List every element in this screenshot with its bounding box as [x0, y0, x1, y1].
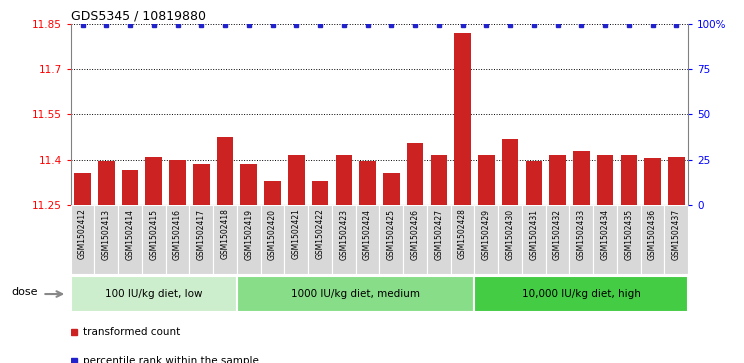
Bar	[98, 161, 115, 205]
Bar	[74, 173, 91, 205]
Text: GSM1502419: GSM1502419	[244, 208, 253, 260]
Bar	[359, 161, 376, 205]
Bar	[94, 205, 118, 274]
Bar	[284, 205, 308, 274]
Text: GSM1502421: GSM1502421	[292, 208, 301, 260]
Bar	[288, 155, 304, 205]
Bar	[427, 205, 451, 274]
Bar	[668, 157, 684, 205]
Bar	[237, 276, 475, 312]
Bar	[478, 155, 495, 205]
Bar	[260, 205, 284, 274]
Bar	[264, 181, 281, 205]
Text: GSM1502420: GSM1502420	[268, 208, 277, 260]
Text: GSM1502432: GSM1502432	[553, 208, 562, 260]
Text: GSM1502427: GSM1502427	[434, 208, 443, 260]
Bar	[169, 160, 186, 205]
Bar	[193, 164, 210, 205]
Text: 1000 IU/kg diet, medium: 1000 IU/kg diet, medium	[291, 289, 420, 299]
Text: GSM1502412: GSM1502412	[78, 208, 87, 260]
Bar	[142, 205, 166, 274]
Text: GSM1502435: GSM1502435	[624, 208, 633, 260]
Text: dose: dose	[11, 287, 38, 297]
Text: GSM1502413: GSM1502413	[102, 208, 111, 260]
Bar	[190, 205, 214, 274]
Text: GSM1502414: GSM1502414	[126, 208, 135, 260]
Bar	[217, 137, 234, 205]
Bar	[336, 155, 352, 205]
Text: GSM1502417: GSM1502417	[197, 208, 206, 260]
Text: GSM1502424: GSM1502424	[363, 208, 372, 260]
Text: GSM1502416: GSM1502416	[173, 208, 182, 260]
Text: GSM1502430: GSM1502430	[506, 208, 515, 260]
Text: GSM1502433: GSM1502433	[577, 208, 586, 260]
Bar	[431, 155, 447, 205]
Bar	[407, 143, 423, 205]
Bar	[237, 205, 260, 274]
Bar	[597, 155, 613, 205]
Bar	[166, 205, 190, 274]
Text: GSM1502434: GSM1502434	[600, 208, 609, 260]
Bar	[545, 205, 569, 274]
Bar	[451, 205, 475, 274]
Bar	[122, 170, 138, 205]
Bar	[664, 205, 688, 274]
Bar	[379, 205, 403, 274]
Bar	[620, 155, 637, 205]
Bar	[617, 205, 641, 274]
Bar	[549, 155, 566, 205]
Text: GDS5345 / 10819880: GDS5345 / 10819880	[71, 9, 205, 23]
Text: GSM1502426: GSM1502426	[411, 208, 420, 260]
Bar	[71, 205, 94, 274]
Text: 10,000 IU/kg diet, high: 10,000 IU/kg diet, high	[522, 289, 641, 299]
Text: GSM1502429: GSM1502429	[482, 208, 491, 260]
Bar	[240, 164, 257, 205]
Bar	[501, 139, 519, 205]
Bar	[383, 173, 400, 205]
Bar	[455, 33, 471, 205]
Bar	[356, 205, 379, 274]
Text: percentile rank within the sample: percentile rank within the sample	[83, 356, 259, 363]
Text: transformed count: transformed count	[83, 327, 180, 337]
Bar	[498, 205, 522, 274]
Bar	[118, 205, 142, 274]
Text: GSM1502425: GSM1502425	[387, 208, 396, 260]
Text: 100 IU/kg diet, low: 100 IU/kg diet, low	[105, 289, 202, 299]
Bar	[522, 205, 545, 274]
Bar	[332, 205, 356, 274]
Bar	[475, 205, 498, 274]
Bar	[475, 276, 688, 312]
Bar	[308, 205, 332, 274]
Bar	[312, 181, 328, 205]
Text: GSM1502437: GSM1502437	[672, 208, 681, 260]
Text: GSM1502436: GSM1502436	[648, 208, 657, 260]
Text: GSM1502418: GSM1502418	[220, 208, 230, 260]
Bar	[403, 205, 427, 274]
Bar	[146, 157, 162, 205]
Bar	[525, 161, 542, 205]
Bar	[573, 151, 590, 205]
Text: GSM1502428: GSM1502428	[458, 208, 467, 260]
Text: GSM1502422: GSM1502422	[315, 208, 324, 260]
Text: GSM1502423: GSM1502423	[339, 208, 348, 260]
Text: GSM1502431: GSM1502431	[529, 208, 539, 260]
Bar	[593, 205, 617, 274]
Bar	[644, 158, 661, 205]
Text: GSM1502415: GSM1502415	[150, 208, 158, 260]
Bar	[569, 205, 593, 274]
Bar	[214, 205, 237, 274]
Bar	[71, 276, 237, 312]
Bar	[641, 205, 664, 274]
